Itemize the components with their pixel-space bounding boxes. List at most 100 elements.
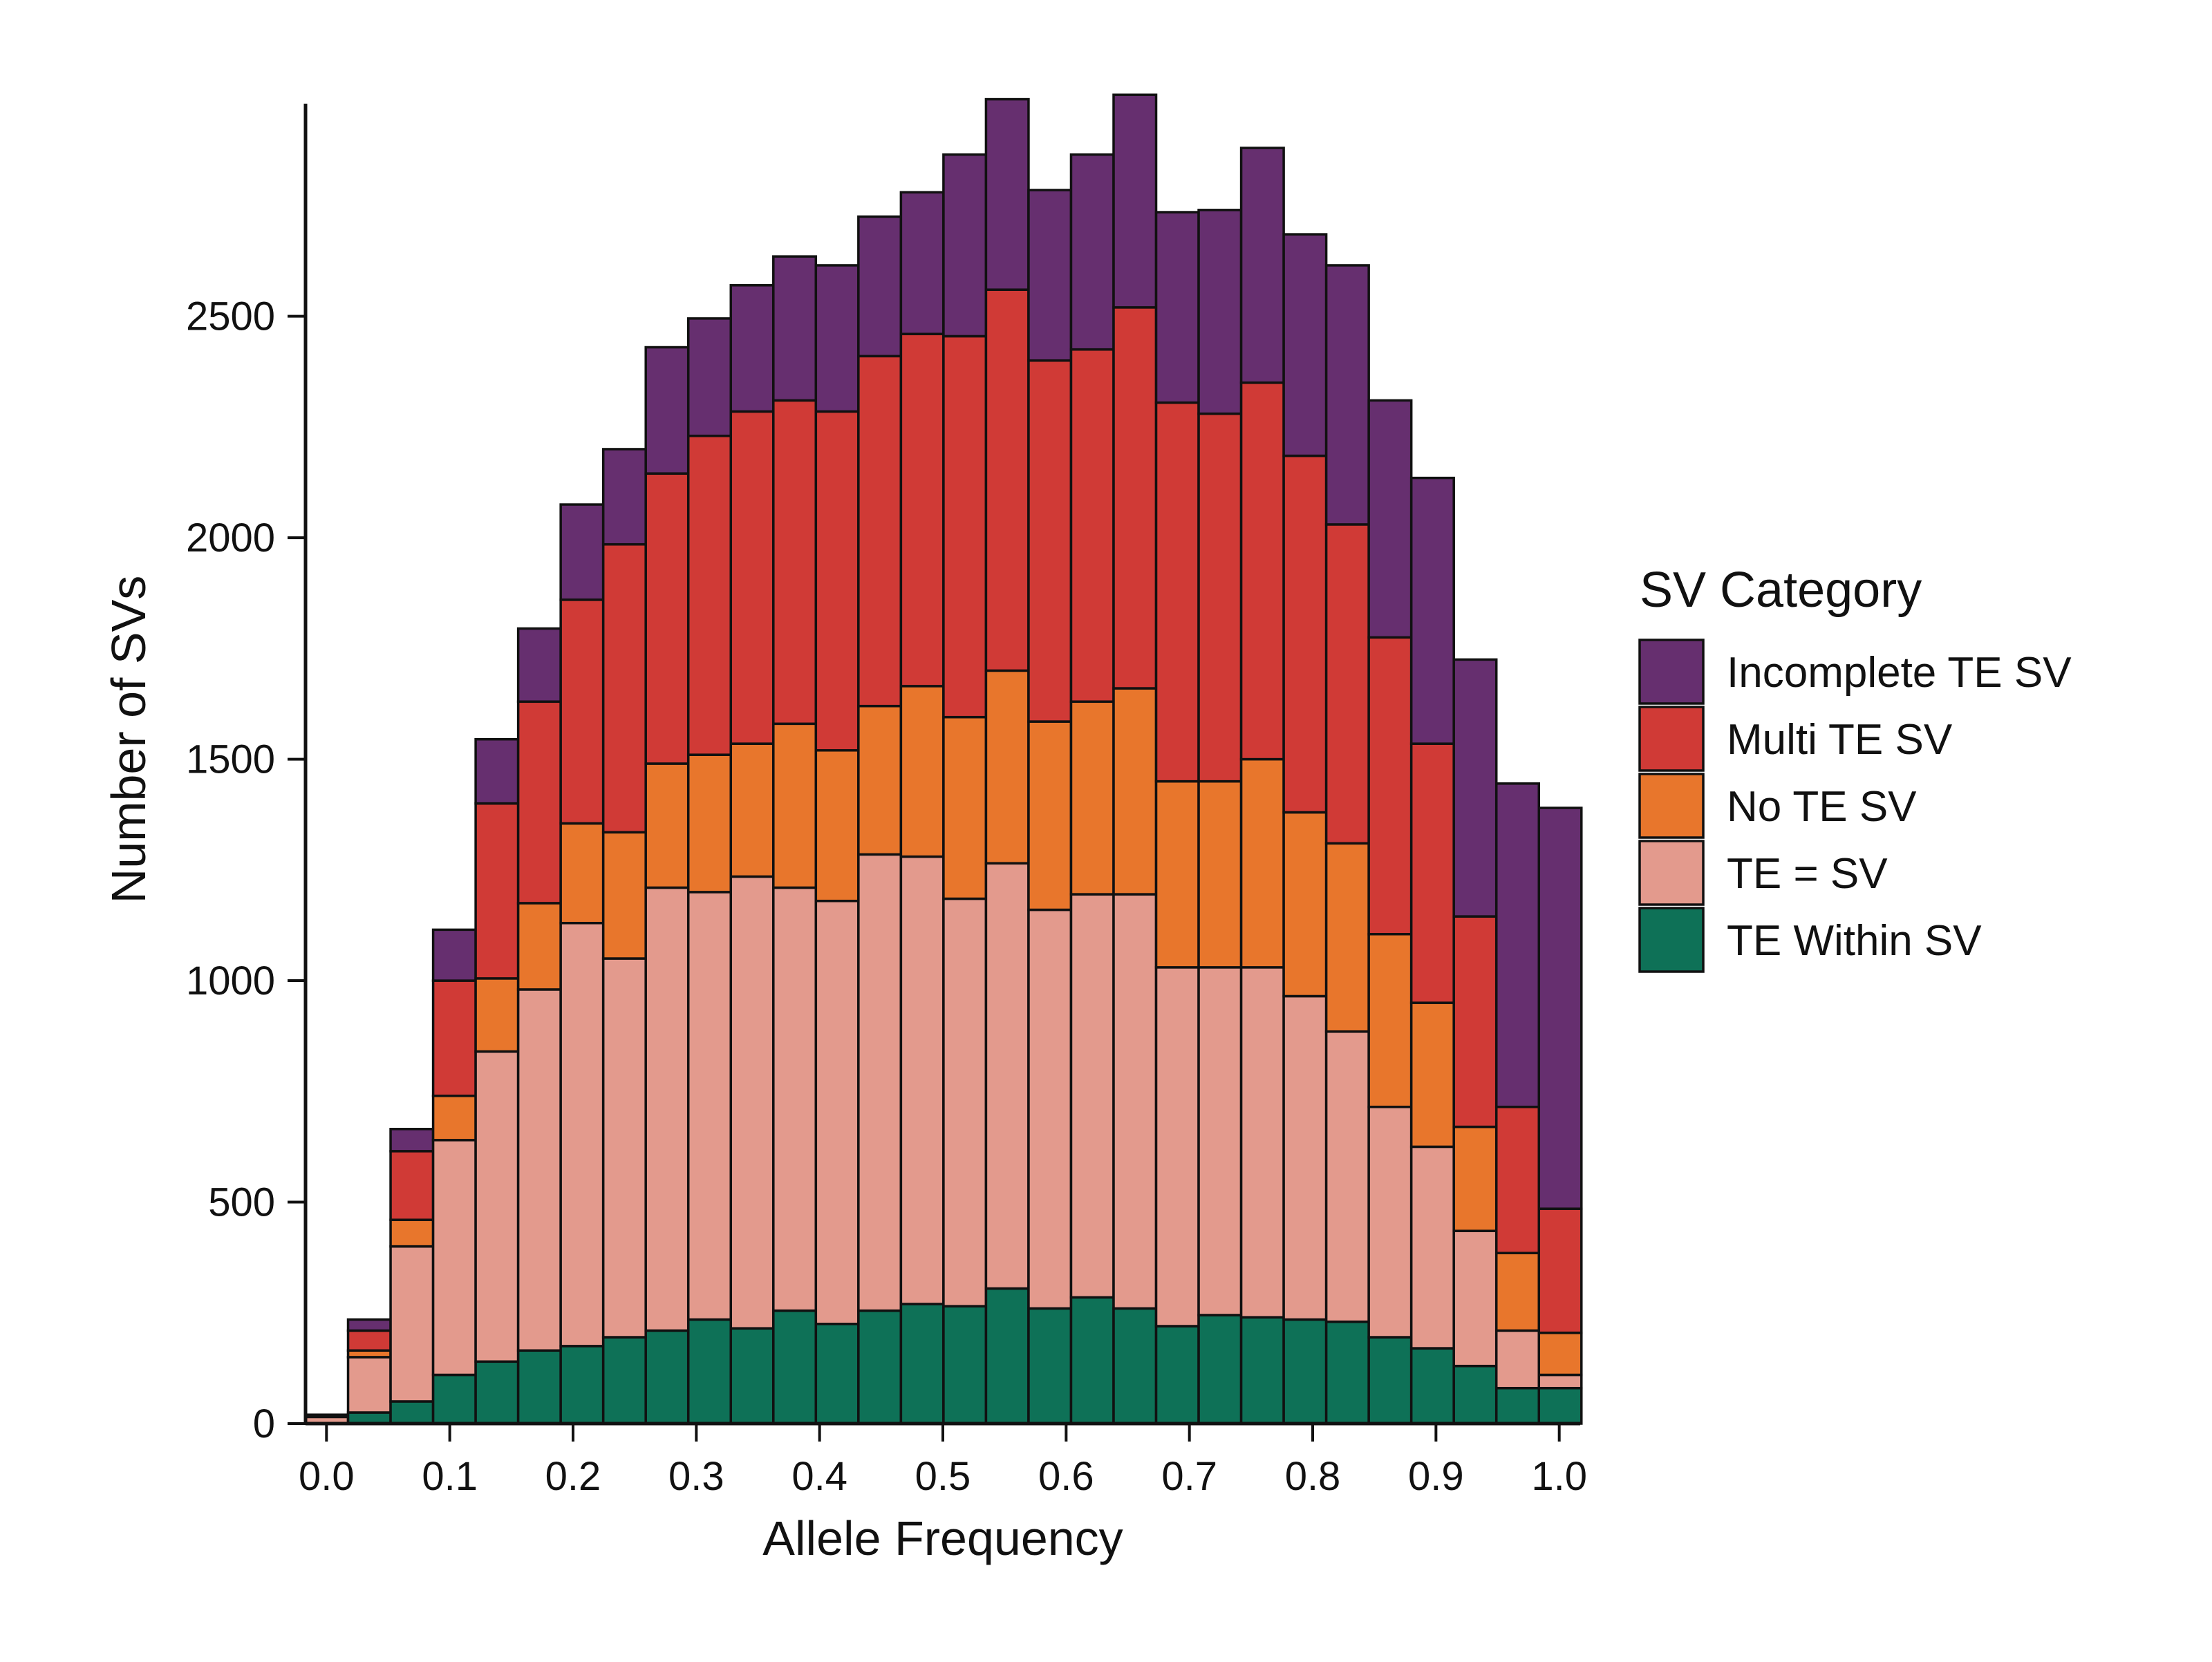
bar-te-within-sv-bin-22	[1239, 1316, 1285, 1425]
bar-te-sv-bin-18	[1069, 893, 1115, 1299]
bar-incomplete-te-sv-bin-22	[1239, 147, 1285, 384]
bar-te-within-sv-bin-13	[857, 1309, 903, 1425]
bar-incomplete-te-sv-bin-0	[304, 1413, 350, 1419]
bar-multi-te-sv-bin-23	[1282, 454, 1328, 814]
bar-no-te-sv-bin-5	[516, 902, 562, 991]
bar-no-te-sv-bin-19	[1112, 687, 1158, 896]
x-tick-label: 0.0	[299, 1454, 355, 1499]
bar-te-within-sv-bin-23	[1282, 1318, 1328, 1425]
bar-no-te-sv-bin-13	[857, 704, 903, 856]
bar-multi-te-sv-bin-12	[814, 410, 860, 752]
x-tick-label: 0.2	[545, 1454, 601, 1499]
bar-te-within-sv-bin-16	[984, 1287, 1030, 1425]
bar-incomplete-te-sv-bin-13	[857, 215, 903, 358]
bar-incomplete-te-sv-bin-15	[942, 153, 988, 338]
bar-incomplete-te-sv-bin-21	[1197, 209, 1243, 415]
bar-incomplete-te-sv-bin-14	[899, 191, 945, 336]
legend: SV Category Incomplete TE SV Multi TE SV N…	[1638, 563, 2072, 973]
bar-multi-te-sv-bin-27	[1452, 915, 1498, 1129]
bar-no-te-sv-bin-20	[1154, 780, 1200, 969]
bar-multi-te-sv-bin-5	[516, 700, 562, 905]
bar-no-te-sv-bin-10	[729, 742, 775, 878]
bar-te-sv-bin-21	[1197, 966, 1243, 1316]
bar-no-te-sv-bin-27	[1452, 1125, 1498, 1232]
bar-te-sv-bin-3	[431, 1139, 477, 1377]
bar-multi-te-sv-bin-26	[1409, 742, 1455, 1004]
bar-incomplete-te-sv-bin-16	[984, 97, 1030, 291]
bar-incomplete-te-sv-bin-10	[729, 284, 775, 413]
bar-no-te-sv-bin-3	[431, 1094, 477, 1142]
bar-no-te-sv-bin-28	[1494, 1252, 1541, 1332]
bar-incomplete-te-sv-bin-23	[1282, 233, 1328, 457]
bar-no-te-sv-bin-9	[686, 753, 733, 894]
bar-multi-te-sv-bin-4	[474, 802, 520, 980]
bar-no-te-sv-bin-2	[389, 1218, 435, 1248]
legend-swatch-te-within-sv	[1638, 907, 1705, 973]
bar-incomplete-te-sv-bin-26	[1409, 476, 1455, 745]
bar-te-sv-bin-7	[601, 957, 647, 1339]
bar-multi-te-sv-bin-14	[899, 332, 945, 688]
bar-multi-te-sv-bin-24	[1324, 523, 1370, 845]
bar-no-te-sv-bin-15	[942, 715, 988, 900]
bar-no-te-sv-bin-23	[1282, 811, 1328, 998]
x-tick-label: 0.7	[1161, 1454, 1217, 1499]
bar-multi-te-sv-bin-6	[559, 598, 605, 825]
bar-incomplete-te-sv-bin-11	[772, 255, 818, 402]
bar-te-sv-bin-14	[899, 855, 945, 1305]
bar-te-sv-bin-28	[1494, 1329, 1541, 1390]
legend-label-te-within-sv: TE Within SV	[1727, 917, 1982, 965]
bar-incomplete-te-sv-bin-18	[1069, 153, 1115, 351]
bar-incomplete-te-sv-bin-19	[1112, 93, 1158, 309]
bar-no-te-sv-bin-8	[644, 762, 690, 889]
bar-te-within-sv-bin-18	[1069, 1296, 1115, 1425]
bar-te-within-sv-bin-28	[1494, 1386, 1541, 1425]
bar-multi-te-sv-bin-17	[1027, 359, 1073, 723]
bar-te-sv-bin-25	[1367, 1105, 1413, 1339]
bar-te-sv-bin-13	[857, 853, 903, 1312]
y-tick-label: 2000	[186, 516, 275, 560]
bar-te-within-sv-bin-27	[1452, 1364, 1498, 1425]
bar-te-sv-bin-26	[1409, 1145, 1455, 1350]
bar-multi-te-sv-bin-11	[772, 399, 818, 726]
axes-layer: 0.0 0.1 0.2 0.3 0.4 0.5 0.6 0.7 0.8 0.9 1.0 0 500 100…	[186, 104, 1587, 1499]
bar-no-te-sv-bin-24	[1324, 842, 1370, 1033]
bar-no-te-sv-bin-25	[1367, 933, 1413, 1108]
bar-te-within-sv-bin-14	[899, 1303, 945, 1425]
legend-swatch-no-te-sv	[1638, 773, 1705, 839]
legend-label-incomplete-te-sv: Incomplete TE SV	[1727, 649, 2072, 697]
bar-incomplete-te-sv-bin-25	[1367, 399, 1413, 639]
bar-te-sv-bin-20	[1154, 966, 1200, 1328]
bar-multi-te-sv-bin-1	[346, 1329, 392, 1352]
x-tick-label: 0.9	[1408, 1454, 1464, 1499]
legend-label-multi-te-sv: Multi TE SV	[1727, 716, 1953, 764]
bar-te-within-sv-bin-5	[516, 1349, 562, 1425]
y-tick-label: 2500	[186, 294, 275, 339]
bar-te-within-sv-bin-6	[559, 1345, 605, 1425]
bar-no-te-sv-bin-4	[474, 977, 520, 1053]
bar-no-te-sv-bin-26	[1409, 1001, 1455, 1149]
bar-te-sv-bin-8	[644, 886, 690, 1332]
x-tick-label: 0.6	[1038, 1454, 1094, 1499]
y-tick-label: 1500	[186, 737, 275, 782]
bar-incomplete-te-sv-bin-28	[1494, 782, 1541, 1108]
bar-te-within-sv-bin-7	[601, 1336, 647, 1425]
y-tick-label: 500	[208, 1180, 275, 1225]
bar-multi-te-sv-bin-20	[1154, 401, 1200, 783]
bar-te-sv-bin-1	[346, 1356, 392, 1414]
bar-multi-te-sv-bin-16	[984, 288, 1030, 672]
bar-te-sv-bin-29	[1537, 1373, 1583, 1390]
x-tick-label: 0.3	[668, 1454, 724, 1499]
bar-te-sv-bin-11	[772, 886, 818, 1312]
legend-title: SV Category	[1640, 563, 1922, 618]
bar-te-within-sv-bin-12	[814, 1323, 860, 1425]
bar-no-te-sv-bin-21	[1197, 780, 1243, 969]
bar-no-te-sv-bin-22	[1239, 757, 1285, 969]
legend-swatch-multi-te-sv	[1638, 706, 1705, 772]
bar-incomplete-te-sv-bin-24	[1324, 264, 1370, 526]
bar-te-sv-bin-19	[1112, 893, 1158, 1310]
x-tick-label: 0.5	[915, 1454, 971, 1499]
bar-no-te-sv-bin-17	[1027, 720, 1073, 912]
bars-layer	[304, 93, 1583, 1425]
